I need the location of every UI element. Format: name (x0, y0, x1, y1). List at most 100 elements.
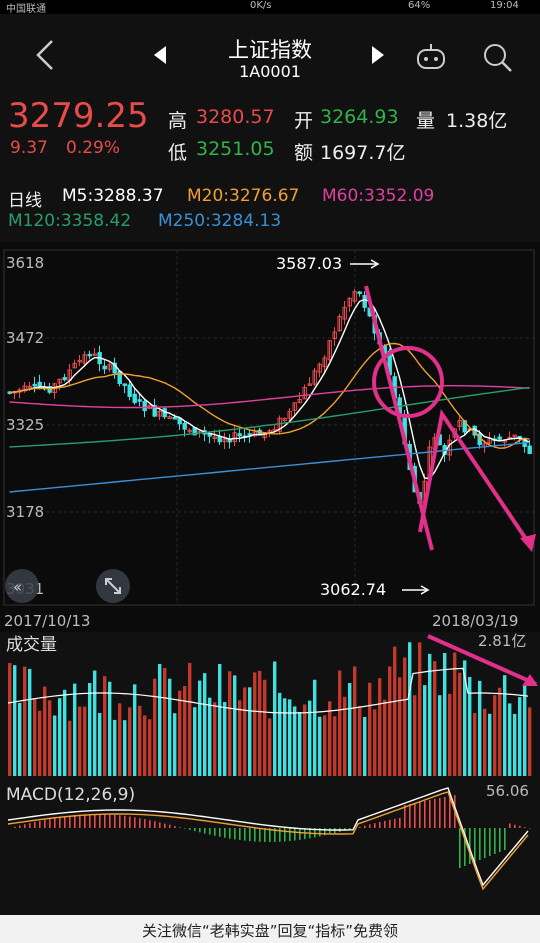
volume-bar (203, 673, 207, 776)
page-title: 上证指数 (228, 38, 312, 62)
robot-icon[interactable] (414, 42, 448, 72)
volume-bar (363, 717, 367, 776)
macd-histogram-bar (329, 828, 331, 835)
volume-arrowhead (522, 674, 538, 686)
candle-body (217, 436, 222, 443)
volume-ma-line (7, 667, 529, 714)
macd-histogram-bar (149, 820, 151, 828)
macd-histogram-bar (524, 827, 526, 828)
volume-bar (428, 653, 432, 776)
candle-body (107, 364, 112, 370)
expand-icon[interactable] (105, 578, 121, 594)
candle-body (292, 402, 297, 411)
volume-bar (178, 690, 182, 776)
volume-bar (423, 685, 427, 776)
volume-bar (233, 675, 237, 776)
promo-text: 关注微信“老韩实盘”回复“指标”免费领 (141, 922, 399, 940)
double-chevron-left-icon[interactable]: « (13, 578, 22, 596)
macd-histogram-bar (389, 819, 391, 828)
amount-value: 1697.7亿 (320, 142, 406, 164)
ma-legend: 日线 M5:3288.37 M20:3276.67 M60:3352.09 M1… (0, 180, 540, 236)
macd-histogram-bar (519, 825, 521, 828)
macd-histogram-bar (159, 822, 161, 828)
macd-chart: MACD(12,26,9) 56.06 (0, 780, 540, 915)
date-end: 2018/03/19 (432, 612, 518, 630)
ma120-value: M120:3358.42 (8, 211, 132, 231)
prev-triangle-icon[interactable] (152, 44, 168, 66)
candle-body (72, 362, 77, 369)
macd-histogram-bar (174, 826, 176, 828)
ma120-line (9, 386, 530, 448)
volume-bar (478, 680, 482, 776)
macd-histogram-bar (314, 828, 316, 838)
candle-body (267, 430, 272, 433)
macd-histogram-bar (409, 804, 411, 828)
macd-histogram-bar (24, 824, 26, 828)
status-bar: 中国联通 0K/s 64% 19:04 (0, 0, 540, 15)
macd-histogram-bar (514, 824, 516, 828)
scroll-left-button[interactable] (5, 569, 39, 603)
macd-histogram-bar (194, 828, 196, 832)
macd-histogram-bar (214, 828, 216, 836)
volume-bar (98, 712, 102, 776)
volume-bar (473, 712, 477, 776)
price-change: 9.37 (10, 138, 48, 158)
volume-bar (243, 687, 247, 776)
candle-body (247, 433, 252, 436)
volume-bar (28, 668, 32, 776)
volume-bar (273, 661, 277, 776)
macd-histogram-bar (74, 815, 76, 828)
volume-bar (103, 676, 107, 776)
volume-bar (153, 678, 157, 776)
macd-histogram-bar (14, 826, 16, 828)
macd-histogram-bar (164, 823, 166, 828)
candle-body (307, 383, 312, 386)
macd-histogram-bar (434, 799, 436, 828)
trend-arrow-right (418, 408, 534, 550)
back-arrow-icon[interactable] (30, 38, 60, 72)
volume-bar (8, 663, 12, 776)
volume-bar (163, 668, 167, 776)
macd-histogram-bar (359, 826, 361, 828)
period-label[interactable]: 日线 (8, 191, 42, 211)
volume-bar (508, 703, 512, 776)
candle-body (297, 398, 302, 404)
volume-bar (458, 672, 462, 776)
volume-bar (448, 693, 452, 776)
macd-histogram-bar (84, 814, 86, 828)
macd-histogram-bar (169, 824, 171, 828)
volume-bar (493, 695, 497, 776)
macd-max: 56.06 (486, 782, 529, 800)
macd-histogram-bar (239, 828, 241, 841)
volume-bar (518, 697, 522, 776)
volume-bar (268, 718, 272, 776)
candle-body (172, 416, 177, 420)
volume-bar (303, 704, 307, 776)
candle-body (287, 410, 292, 419)
volume-bar (33, 697, 37, 776)
period-high-label: 3587.03 (276, 254, 342, 273)
candle-body (462, 420, 467, 433)
candle-body (497, 436, 502, 440)
macd-histogram-bar (44, 819, 46, 828)
volume-bar (338, 670, 342, 776)
ma250-value: M250:3284.13 (158, 211, 282, 231)
volume-chart: 成交量 2.81亿 (0, 628, 540, 778)
macd-histogram-bar (274, 828, 276, 842)
promo-banner[interactable]: 关注微信“老韩实盘”回复“指标”免费领 (0, 915, 540, 943)
macd-histogram-bar (39, 820, 41, 828)
volume-bar (138, 705, 142, 776)
volume-bar (43, 686, 47, 776)
volume-bar (143, 715, 147, 776)
date-start: 2017/10/13 (4, 612, 90, 630)
search-icon[interactable] (482, 42, 514, 74)
volume-trend-arrow (427, 634, 537, 686)
next-triangle-icon[interactable] (370, 44, 386, 66)
candle-body (77, 359, 82, 363)
volume-bar (133, 684, 137, 776)
candlestick-chart[interactable]: 3587.03 3062.74 3618 3472 3325 3178 3031… (0, 242, 540, 632)
volume-bar (263, 679, 267, 776)
macd-histogram-bar (64, 816, 66, 828)
macd-histogram-bar (384, 820, 386, 828)
volume-title: 成交量 (6, 635, 57, 655)
